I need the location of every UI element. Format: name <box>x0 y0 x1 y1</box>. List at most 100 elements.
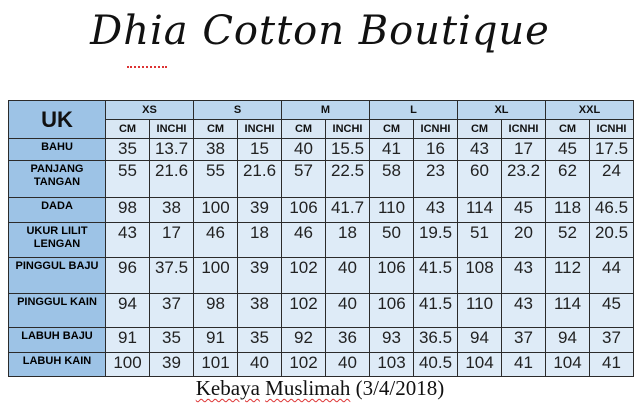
unit-header: ICNHI <box>501 119 546 139</box>
measurement-cell: 45 <box>545 138 590 161</box>
measurement-cell: 43 <box>501 293 546 328</box>
measurement-cell: 39 <box>237 257 282 294</box>
row-label: PINGGUL BAJU <box>8 257 106 294</box>
measurement-cell: 98 <box>105 197 150 223</box>
measurement-cell: 17 <box>501 138 546 161</box>
measurement-cell: 15.5 <box>325 138 370 161</box>
row-label: DADA <box>8 197 106 223</box>
row-label: BAHU <box>8 138 106 161</box>
size-header: L <box>369 100 458 120</box>
page-title: Dhia Cotton Boutique <box>0 8 640 68</box>
measurement-cell: 43 <box>413 197 458 223</box>
measurement-cell: 41 <box>589 352 634 377</box>
measurement-cell: 55 <box>193 160 238 198</box>
measurement-cell: 45 <box>589 293 634 328</box>
measurement-cell: 100 <box>193 197 238 223</box>
measurement-cell: 18 <box>237 222 282 258</box>
row-label: LABUH BAJU <box>8 327 106 353</box>
measurement-cell: 102 <box>281 293 326 328</box>
measurement-cell: 41 <box>501 352 546 377</box>
measurement-cell: 16 <box>413 138 458 161</box>
table-row: PANJANG TANGAN 55 21.6 55 21.6 57 22.5 58 23 60 23… <box>8 160 634 198</box>
caption-date: (3/4/2018) <box>355 376 445 400</box>
measurement-cell: 94 <box>457 327 502 353</box>
measurement-cell: 21.6 <box>149 160 194 198</box>
measurement-cell: 36.5 <box>413 327 458 353</box>
size-header: S <box>193 100 282 120</box>
caption: Kebaya Muslimah (3/4/2018) <box>0 376 640 401</box>
measurement-cell: 94 <box>105 293 150 328</box>
measurement-cell: 114 <box>457 197 502 223</box>
measurement-cell: 62 <box>545 160 590 198</box>
measurement-cell: 17.5 <box>589 138 634 161</box>
measurement-cell: 106 <box>369 257 414 294</box>
measurement-cell: 93 <box>369 327 414 353</box>
row-label: PINGGUL KAIN <box>8 293 106 328</box>
measurement-cell: 92 <box>281 327 326 353</box>
title-text: Dhia Cotton Boutique <box>90 8 550 54</box>
measurement-cell: 112 <box>545 257 590 294</box>
measurement-cell: 100 <box>193 257 238 294</box>
measurement-cell: 23.2 <box>501 160 546 198</box>
measurement-cell: 45 <box>501 197 546 223</box>
measurement-cell: 40 <box>325 293 370 328</box>
measurement-cell: 96 <box>105 257 150 294</box>
measurement-cell: 44 <box>589 257 634 294</box>
measurement-cell: 40 <box>325 352 370 377</box>
measurement-cell: 41 <box>369 138 414 161</box>
size-header: XS <box>105 100 194 120</box>
measurement-cell: 20.5 <box>589 222 634 258</box>
measurement-cell: 43 <box>457 138 502 161</box>
measurement-cell: 38 <box>193 138 238 161</box>
measurement-cell: 35 <box>149 327 194 353</box>
measurement-cell: 37 <box>501 327 546 353</box>
measurement-cell: 118 <box>545 197 590 223</box>
measurement-cell: 35 <box>237 327 282 353</box>
measurement-cell: 91 <box>193 327 238 353</box>
measurement-cell: 46.5 <box>589 197 634 223</box>
measurement-cell: 38 <box>237 293 282 328</box>
measurement-cell: 40 <box>325 257 370 294</box>
measurement-cell: 91 <box>105 327 150 353</box>
size-header: XL <box>457 100 546 120</box>
row-label: UKUR LILIT LENGAN <box>8 222 106 258</box>
measurement-cell: 40 <box>281 138 326 161</box>
measurement-cell: 21.6 <box>237 160 282 198</box>
measurement-cell: 46 <box>281 222 326 258</box>
measurement-cell: 58 <box>369 160 414 198</box>
measurement-cell: 51 <box>457 222 502 258</box>
measurement-cell: 41.5 <box>413 293 458 328</box>
measurement-cell: 110 <box>369 197 414 223</box>
measurement-cell: 50 <box>369 222 414 258</box>
measurement-cell: 17 <box>149 222 194 258</box>
table-row: DADA 98 38 100 39 106 41.7 110 43 114 45 118 46.5 <box>8 197 634 223</box>
table-row: BAHU 35 13.7 38 15 40 15.5 41 16 43 17 45 17.5 <box>8 138 634 161</box>
unit-header: CM <box>545 119 590 139</box>
measurement-cell: 41.5 <box>413 257 458 294</box>
table-row: PINGGUL KAIN 94 37 98 38 102 40 106 41.5 110 43 114… <box>8 293 634 328</box>
unit-header: ICNHI <box>413 119 458 139</box>
measurement-cell: 114 <box>545 293 590 328</box>
unit-header: INCHI <box>149 119 194 139</box>
unit-header: CM <box>281 119 326 139</box>
measurement-cell: 104 <box>457 352 502 377</box>
measurement-cell: 39 <box>149 352 194 377</box>
measurement-cell: 37 <box>149 293 194 328</box>
measurement-cell: 60 <box>457 160 502 198</box>
measurement-cell: 102 <box>281 257 326 294</box>
measurement-cell: 43 <box>501 257 546 294</box>
measurement-cell: 22.5 <box>325 160 370 198</box>
measurement-cell: 46 <box>193 222 238 258</box>
measurement-cell: 100 <box>105 352 150 377</box>
measurement-cell: 106 <box>281 197 326 223</box>
measurement-cell: 13.7 <box>149 138 194 161</box>
measurement-cell: 55 <box>105 160 150 198</box>
unit-header: INCHI <box>325 119 370 139</box>
measurement-cell: 102 <box>281 352 326 377</box>
measurement-cell: 37.5 <box>149 257 194 294</box>
measurement-cell: 20 <box>501 222 546 258</box>
unit-header: ICNHI <box>589 119 634 139</box>
measurement-cell: 57 <box>281 160 326 198</box>
measurement-cell: 23 <box>413 160 458 198</box>
measurement-cell: 35 <box>105 138 150 161</box>
